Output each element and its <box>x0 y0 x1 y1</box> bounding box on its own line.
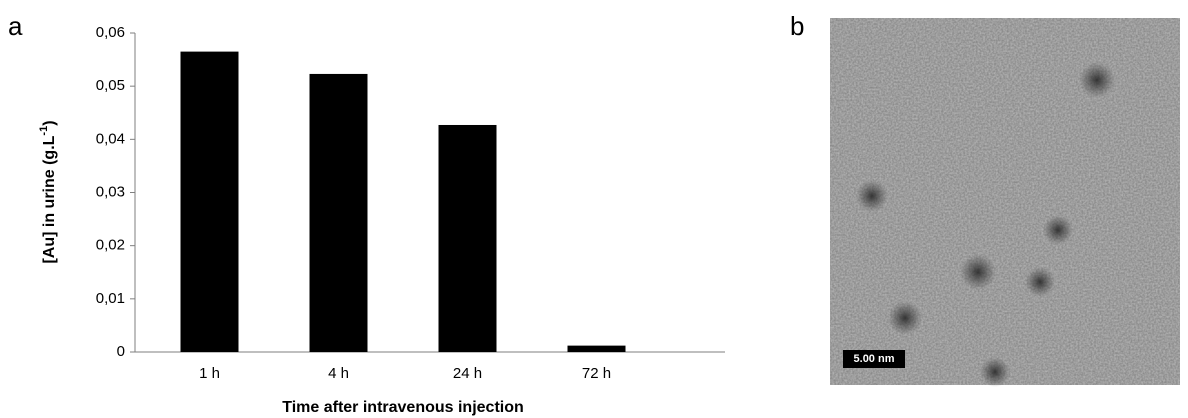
y-tick-label: 0,02 <box>96 237 125 254</box>
y-tick-label: 0,06 <box>96 24 125 41</box>
x-axis-title: Time after intravenous injection <box>282 399 524 416</box>
bar <box>568 346 626 352</box>
y-axis-title-sup: -1 <box>38 126 50 136</box>
panel-label: b <box>790 11 804 41</box>
x-tick-label: 1 h <box>199 365 220 382</box>
particle <box>888 301 922 335</box>
y-tick-label: 0,05 <box>96 77 125 94</box>
particle <box>1025 267 1055 297</box>
y-axis-title-text: [Au] in urine (g.L <box>41 135 58 263</box>
bar-chart: 0 0,01 0,02 0,03 0,04 0,05 0,06 1 h 4 h 24 h 72 h <box>96 24 725 382</box>
y-tick-label: 0,01 <box>96 290 125 307</box>
scale-bar-label: 5.00 nm <box>854 353 895 365</box>
bar <box>310 74 368 352</box>
bar <box>181 52 239 352</box>
particle <box>960 254 996 290</box>
particle <box>856 180 888 212</box>
x-tick-label: 72 h <box>582 365 611 382</box>
y-tick-label: 0 <box>117 343 125 360</box>
particle <box>980 357 1010 387</box>
y-tick-label: 0,03 <box>96 183 125 200</box>
x-tick-label: 4 h <box>328 365 349 382</box>
panel-label: a <box>8 11 23 41</box>
figure: a b 0 0,01 0,02 0,03 0,04 0,05 0,06 1 h 4 h 24 h 7… <box>0 0 1188 418</box>
particle <box>1079 62 1115 98</box>
y-axis-title: [Au] in urine (g.L-1) <box>38 120 58 263</box>
x-tick-label: 24 h <box>453 365 482 382</box>
y-axis-title-suffix: ) <box>41 120 58 125</box>
bar <box>439 125 497 352</box>
tem-image: 5.00 nm <box>830 18 1180 387</box>
particle <box>1043 215 1073 245</box>
y-tick-label: 0,04 <box>96 130 125 147</box>
